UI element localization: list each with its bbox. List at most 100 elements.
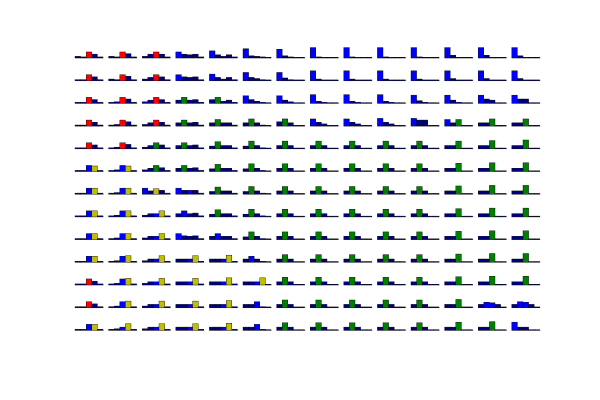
bar <box>231 306 238 308</box>
bar <box>455 163 462 172</box>
bar <box>231 170 238 172</box>
bar <box>97 306 104 308</box>
bar <box>225 254 232 263</box>
bar <box>326 261 333 263</box>
bar <box>158 144 165 149</box>
bar <box>153 74 160 81</box>
bar <box>321 326 328 331</box>
cell-r6-c13 <box>511 185 541 195</box>
bar <box>310 281 317 286</box>
bar <box>517 301 524 308</box>
bar <box>483 302 490 308</box>
bar <box>91 256 98 263</box>
bar <box>382 277 389 286</box>
bar <box>478 167 485 172</box>
bar <box>315 277 322 286</box>
cell-r5-c1 <box>108 165 138 172</box>
bar <box>164 56 171 59</box>
cell-r7-c9 <box>377 208 407 218</box>
bar <box>354 145 361 149</box>
bar <box>293 170 300 172</box>
bar <box>394 261 401 263</box>
bar <box>259 147 266 149</box>
cell-r12-c3 <box>175 323 205 331</box>
bar <box>209 326 216 331</box>
bar <box>214 281 221 286</box>
bar <box>466 329 473 331</box>
bar <box>366 284 373 286</box>
bar <box>97 170 104 172</box>
bar <box>220 326 227 331</box>
bar <box>214 54 221 59</box>
bar <box>315 322 322 331</box>
bar <box>321 79 328 81</box>
bar <box>478 258 485 263</box>
bar <box>483 98 490 104</box>
bar <box>332 125 339 127</box>
bar <box>119 165 126 172</box>
bar <box>494 125 501 127</box>
bar <box>108 56 115 59</box>
cell-r0-c10 <box>410 47 440 59</box>
bar <box>360 102 367 104</box>
bar <box>394 284 401 286</box>
bar <box>192 122 199 127</box>
cell-r10-c3 <box>175 278 205 286</box>
bar <box>147 77 154 81</box>
bar <box>534 170 541 172</box>
bar <box>197 192 204 195</box>
bar <box>494 304 501 308</box>
bar <box>265 79 272 81</box>
cell-r4-c0 <box>74 142 104 150</box>
bar <box>489 253 496 263</box>
bar <box>433 238 440 240</box>
bar <box>500 79 507 81</box>
cell-r9-c1 <box>108 255 138 263</box>
bar <box>444 70 451 81</box>
cell-r5-c2 <box>141 165 172 172</box>
bar <box>108 283 115 286</box>
bar <box>80 170 87 172</box>
bar <box>197 102 204 104</box>
bar <box>119 74 126 81</box>
bar <box>253 100 260 104</box>
bar <box>181 235 188 240</box>
bar <box>225 122 232 127</box>
bar <box>113 237 120 240</box>
bar <box>231 329 238 331</box>
bar <box>186 304 193 308</box>
bar <box>410 167 417 172</box>
bar <box>522 98 529 104</box>
bar <box>225 190 232 195</box>
bar <box>315 163 322 172</box>
bar <box>494 170 501 172</box>
cell-r12-c11 <box>444 321 474 331</box>
bar <box>427 79 434 81</box>
bar <box>478 122 485 127</box>
bar <box>366 57 373 59</box>
bar <box>80 329 87 331</box>
cell-r1-c3 <box>175 74 205 82</box>
bar <box>181 76 188 81</box>
bar <box>326 102 333 104</box>
bar <box>444 190 451 195</box>
bar <box>483 213 490 218</box>
bar <box>287 213 294 218</box>
bar <box>147 190 154 195</box>
cell-r9-c0 <box>74 256 104 263</box>
cell-r11-c4 <box>209 300 239 309</box>
bar <box>394 329 401 331</box>
bar <box>388 213 395 218</box>
bar <box>125 98 132 104</box>
bar <box>197 79 204 81</box>
bar <box>427 261 434 263</box>
bar <box>360 306 367 308</box>
bar <box>248 77 255 81</box>
bar <box>130 170 137 172</box>
bar <box>141 124 148 127</box>
bar <box>164 261 171 263</box>
bar <box>349 140 356 150</box>
bar <box>511 321 518 331</box>
bar <box>214 141 221 149</box>
bar <box>91 187 98 195</box>
